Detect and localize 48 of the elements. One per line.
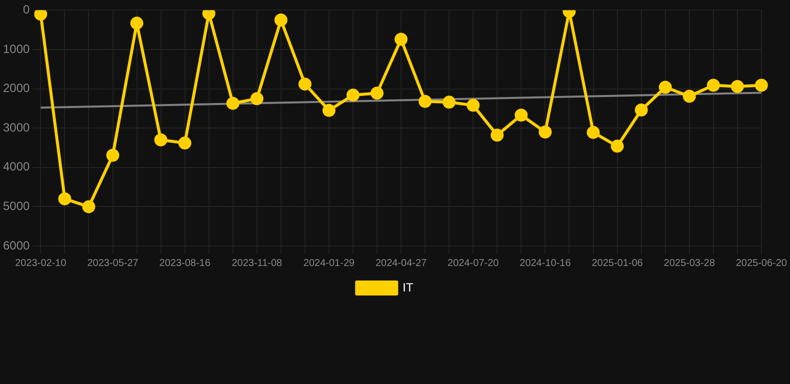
point: [298, 78, 312, 91]
point: [250, 92, 264, 106]
x-tick-label: 2025-03-28: [664, 258, 716, 269]
point: [586, 126, 600, 139]
point: [322, 104, 336, 117]
x-tick-label: 2024-07-20: [448, 258, 500, 269]
x-tick-label: 2023-11-08: [232, 258, 283, 269]
x-tick-label: 2025-06-20: [736, 258, 788, 269]
x-tick-label: 2023-08-16: [159, 258, 211, 269]
point: [442, 96, 456, 109]
point: [610, 140, 624, 153]
point: [658, 80, 672, 94]
point: [274, 14, 288, 27]
point: [346, 88, 360, 102]
point: [106, 148, 120, 162]
point: [202, 10, 216, 20]
point: [634, 104, 648, 117]
y-tick-label: 5000: [2, 199, 30, 214]
point: [490, 128, 504, 142]
point: [682, 90, 696, 103]
point: [730, 80, 744, 93]
x-tick-label: 2024-10-16: [520, 258, 572, 269]
x-tick-label: 2024-01-29: [303, 258, 355, 269]
x-tick-label: 2023-02-10: [15, 258, 67, 269]
point: [706, 78, 720, 92]
legend-label: IT: [402, 280, 414, 294]
y-tick-label: 4000: [2, 160, 30, 174]
point: [130, 16, 144, 30]
y-tick-label: 2000: [2, 81, 30, 96]
point: [154, 133, 168, 146]
y-tick-label: 6000: [2, 238, 30, 252]
point: [538, 126, 552, 139]
x-tick-label: 2025-01-06: [592, 258, 644, 269]
point: [754, 78, 768, 92]
y-tick-label: 1000: [2, 42, 30, 56]
point: [466, 98, 480, 112]
point: [178, 136, 192, 150]
x-tick-label: 2023-05-27: [87, 258, 139, 269]
y-tick-label: 3000: [2, 120, 30, 134]
y-tick-label: 0: [23, 2, 30, 17]
point: [514, 108, 528, 122]
point: [370, 86, 384, 100]
x-tick-label: 2024-04-27: [375, 258, 428, 269]
point: [82, 200, 96, 214]
point: [226, 96, 240, 110]
point: [394, 32, 408, 46]
point: [418, 94, 432, 108]
point: [58, 192, 72, 206]
